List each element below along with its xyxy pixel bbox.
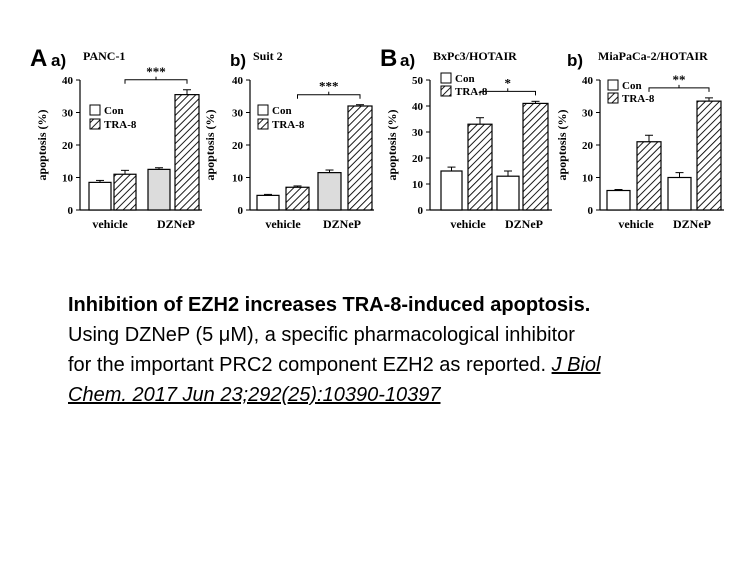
chart-4: b) MiaPaCa-2/HOTAIR 0 10 20 30 40 apoptosis (%)… <box>555 49 724 231</box>
bar-tra-8-dznep <box>347 105 373 211</box>
y-tick-label: 0 <box>68 205 74 217</box>
x-tick-label: vehicle <box>92 217 128 231</box>
significance-bracket <box>648 87 710 92</box>
bar-tra-8-dznep <box>174 94 200 211</box>
bar-con-dznep <box>317 172 342 211</box>
significance-marker: *** <box>146 64 166 79</box>
legend-swatch-con <box>257 104 269 116</box>
bar-tra-8-vehicle <box>113 173 137 211</box>
y-tick-label: 0 <box>588 205 594 217</box>
x-tick-label: DZNeP <box>505 217 543 231</box>
bar-tra-8-dznep <box>522 102 549 211</box>
bar-tra-8-dznep <box>696 100 722 211</box>
y-tick-label: 0 <box>238 205 244 217</box>
legend-swatch-tra-8 <box>440 85 452 97</box>
y-tick-label: 30 <box>232 108 244 120</box>
citation-link[interactable]: J Biol <box>551 354 601 376</box>
y-tick-label: 30 <box>582 108 594 120</box>
chart-title: Suit 2 <box>253 49 283 63</box>
x-tick-label: DZNeP <box>157 217 195 231</box>
legend-label-tra-8: TRA-8 <box>455 86 488 98</box>
y-tick-label: 40 <box>232 75 244 87</box>
caption-line-3: Chem. 2017 Jun 23;292(25):10390-10397 <box>68 380 738 410</box>
significance-bracket <box>479 90 536 96</box>
y-tick-label: 30 <box>62 108 74 120</box>
y-axis-label: apoptosis (%) <box>555 109 569 180</box>
y-tick-label: 40 <box>582 75 594 87</box>
legend-label-tra-8: TRA-8 <box>622 93 655 105</box>
subpanel-label: b) <box>567 51 583 70</box>
legend-swatch-tra-8 <box>257 118 269 130</box>
bar-con-vehicle <box>88 181 112 211</box>
chart-2: b) Suit 2 0 10 20 30 40 apoptosis (%) vehicle DZN… <box>203 49 374 231</box>
y-tick-label: 20 <box>412 153 424 165</box>
y-axis-label: apoptosis (%) <box>385 109 399 180</box>
significance-marker: *** <box>319 79 339 94</box>
chart-title: PANC-1 <box>83 49 125 63</box>
figure-caption: Inhibition of EZH2 increases TRA-8-induc… <box>68 290 738 410</box>
legend-label-con: Con <box>272 105 292 117</box>
y-axis-label: apoptosis (%) <box>35 109 49 180</box>
bar-con-dznep <box>667 176 692 211</box>
x-tick-label: DZNeP <box>673 217 711 231</box>
panel-group-letter-b: B <box>380 45 397 72</box>
legend-swatch-tra-8 <box>89 118 101 130</box>
chart-3: a) BxPc3/HOTAIR 0 10 20 30 40 50 apoptosis (%) ve… <box>385 49 552 231</box>
caption-title: Inhibition of EZH2 increases TRA-8-induc… <box>68 294 591 316</box>
legend-label-con: Con <box>104 105 124 117</box>
legend-swatch-con <box>89 104 101 116</box>
chart-title: MiaPaCa-2/HOTAIR <box>598 49 708 63</box>
bar-con-vehicle <box>440 170 463 211</box>
x-tick-label: vehicle <box>450 217 486 231</box>
significance-bracket <box>124 79 188 84</box>
x-tick-label: vehicle <box>265 217 301 231</box>
legend-swatch-con <box>440 72 452 84</box>
caption-line-2: for the important PRC2 component EZH2 as… <box>68 350 738 380</box>
bar-con-dznep <box>496 175 520 211</box>
bar-con-vehicle <box>256 194 280 211</box>
bar-tra-8-vehicle <box>636 141 662 211</box>
legend-label-tra-8: TRA-8 <box>272 119 305 131</box>
y-axis-label: apoptosis (%) <box>203 109 217 180</box>
legend-label-con: Con <box>622 80 642 92</box>
bar-con-vehicle <box>606 189 631 211</box>
y-tick-label: 10 <box>412 179 424 191</box>
significance-bracket <box>297 94 361 99</box>
y-tick-label: 20 <box>62 140 74 152</box>
legend-label-tra-8: TRA-8 <box>104 119 137 131</box>
significance-marker: ** <box>673 72 686 87</box>
citation-link-continued[interactable]: Chem. 2017 Jun 23;292(25):10390-10397 <box>68 384 441 406</box>
y-tick-label: 40 <box>412 101 424 113</box>
subpanel-label: b) <box>230 51 246 70</box>
legend-label-con: Con <box>455 73 475 85</box>
caption-line-1: Using DZNeP (5 μM), a specific pharmacol… <box>68 324 575 346</box>
y-tick-label: 10 <box>232 173 244 185</box>
y-tick-label: 40 <box>62 75 74 87</box>
y-tick-label: 20 <box>582 140 594 152</box>
y-tick-label: 10 <box>62 173 74 185</box>
bar-tra-8-vehicle <box>285 186 310 211</box>
chart-title: BxPc3/HOTAIR <box>433 49 517 63</box>
significance-marker: * <box>505 75 512 90</box>
legend-swatch-tra-8 <box>607 92 619 104</box>
caption-line-2-text: for the important PRC2 component EZH2 as… <box>68 354 552 376</box>
subpanel-label: a) <box>400 51 415 70</box>
y-tick-label: 0 <box>418 205 424 217</box>
x-tick-label: DZNeP <box>323 217 361 231</box>
y-tick-label: 20 <box>232 140 244 152</box>
y-tick-label: 10 <box>582 173 594 185</box>
panel-group-letter-a: A <box>30 45 47 72</box>
chart-1: a) PANC-1 0 10 20 30 40 apoptosis (%) vehicle DZN… <box>35 49 202 231</box>
y-tick-label: 50 <box>412 75 424 87</box>
y-tick-label: 30 <box>412 127 424 139</box>
legend-swatch-con <box>607 79 619 91</box>
bar-con-dznep <box>147 168 171 211</box>
bar-tra-8-vehicle <box>467 123 493 211</box>
x-tick-label: vehicle <box>618 217 654 231</box>
subpanel-label: a) <box>51 51 66 70</box>
